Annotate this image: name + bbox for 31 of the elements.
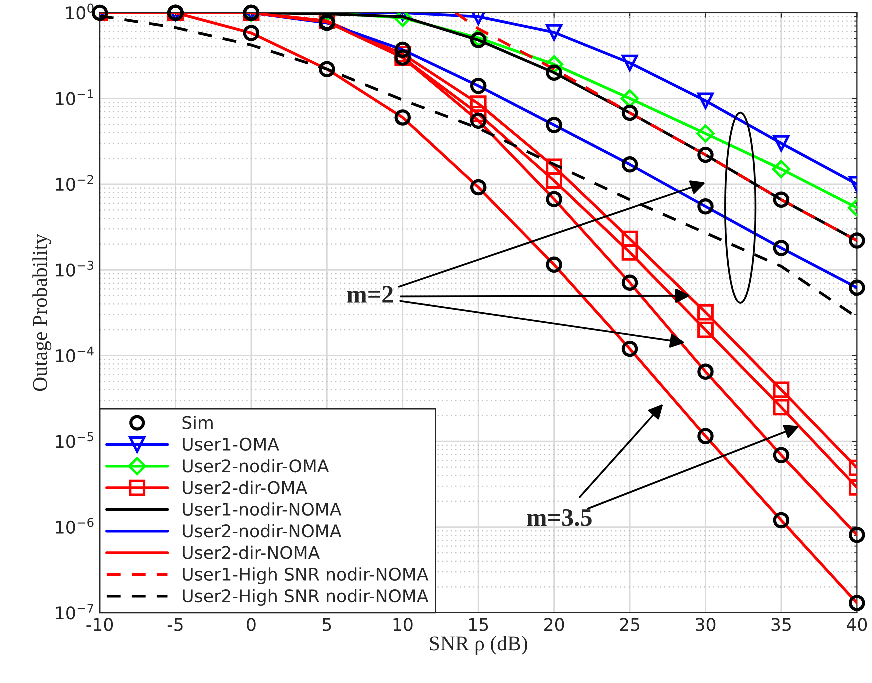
legend-label: User2-nodir-OMA [183, 459, 330, 473]
y-tick-label: 10$^{−6}$ [56, 518, 94, 534]
y-tick-label: 10$^{−5}$ [56, 432, 94, 448]
y-tick-label: 10$^{−4}$ [56, 346, 94, 363]
x-tick-label: -5 [168, 618, 183, 632]
legend-label: User2-dir-NOMA [183, 546, 320, 560]
x-tick-label: 15 [469, 618, 488, 632]
x-tick-label: 35 [772, 618, 791, 632]
x-tick-label: -10 [86, 618, 114, 632]
legend-label: User2-nodir-NOMA [183, 524, 342, 538]
x-axis-title: SNR ρ (dB) [430, 636, 528, 655]
annotation: m=3.5 [527, 509, 592, 526]
y-axis-title: Outage Probability [32, 234, 52, 392]
legend-label: User1-High SNR nodir-NOMA [183, 568, 429, 584]
x-tick-label: 5 [322, 618, 332, 632]
x-tick-label: 0 [247, 618, 256, 632]
legend-label: User1-nodir-NOMA [183, 502, 342, 516]
x-tick-label: 25 [620, 618, 640, 632]
legend-label: Sim [182, 416, 213, 430]
annotation: m=2 [347, 286, 394, 303]
x-tick-label: 20 [544, 618, 564, 632]
y-tick-label: 10$^{−7}$ [56, 604, 94, 620]
legend-label: User1-OMA [183, 438, 280, 452]
x-tick-label: 10 [394, 618, 413, 632]
y-tick-label: 10$^{−2}$ [56, 175, 94, 192]
x-tick-label: 30 [696, 618, 716, 632]
legend-label: User2-High SNR nodir-NOMA [183, 589, 429, 606]
y-tick-label: 10$^{−3}$ [56, 260, 94, 277]
x-tick-label: 40 [846, 618, 868, 632]
y-tick-label: 10$^{−1}$ [56, 90, 94, 106]
legend-label: User2-dir-OMA [183, 480, 308, 494]
